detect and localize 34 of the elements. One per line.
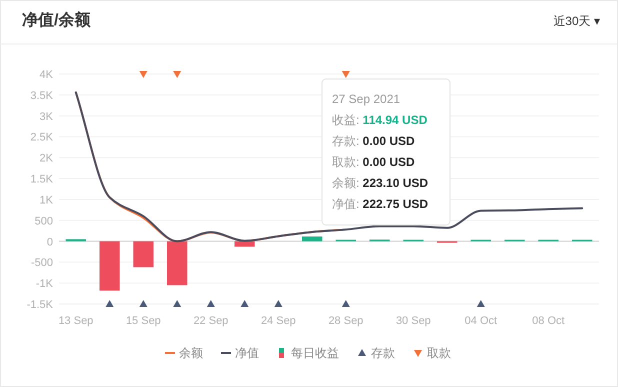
y-tick-label: -500 [30, 257, 53, 270]
annotation: 存款: 0.00 USD [332, 134, 416, 148]
y-tick-label: 3.5K [30, 90, 54, 102]
x-tick-label: 30 Sep [396, 315, 431, 327]
annotation: 余额: 223.10 USD [332, 176, 428, 190]
y-tick-label: 2K [40, 152, 54, 165]
line-series [74, 91, 584, 242]
y-tick-label: -1K [36, 278, 54, 290]
y-tick-label: 3K [40, 110, 54, 123]
legend-label: 余额 [179, 346, 203, 360]
y-tick-label: 4K [40, 69, 54, 81]
chart-title: 净值/余额 [22, 11, 92, 29]
y-tick-label: 500 [34, 215, 53, 228]
x-tick-label: 13 Sep [58, 315, 94, 327]
legend-label: 存款 [371, 346, 395, 360]
y-tick-label: 0 [46, 236, 53, 248]
legend-label: 每日收益 [291, 346, 339, 360]
x-tick-label: 24 Sep [260, 315, 296, 327]
y-tick-label: 2.5K [30, 132, 54, 144]
y-tick-label: 1K [40, 194, 54, 206]
y-tick-label: -1.5K [26, 299, 54, 311]
text: 近30天 ▾ [553, 14, 600, 28]
x-tick-label: 04 Oct [464, 315, 498, 327]
annotation: 取款: 0.00 USD [332, 155, 416, 169]
x-tick-label: 22 Sep [193, 315, 228, 327]
x-tick-label: 15 Sep [126, 315, 161, 327]
legend-label: 净值 [235, 346, 259, 360]
annotation: 净值: 222.75 USD [332, 197, 428, 211]
x-tick-label: 08 Oct [532, 315, 565, 327]
annotation: 27 Sep 2021 [332, 92, 400, 106]
annotation: 收益: 114.94 USD [332, 113, 428, 127]
x-tick-label: 28 Sep [328, 315, 364, 327]
legend-label: 取款 [427, 346, 451, 360]
y-tick-label: 1.5K [30, 174, 54, 186]
